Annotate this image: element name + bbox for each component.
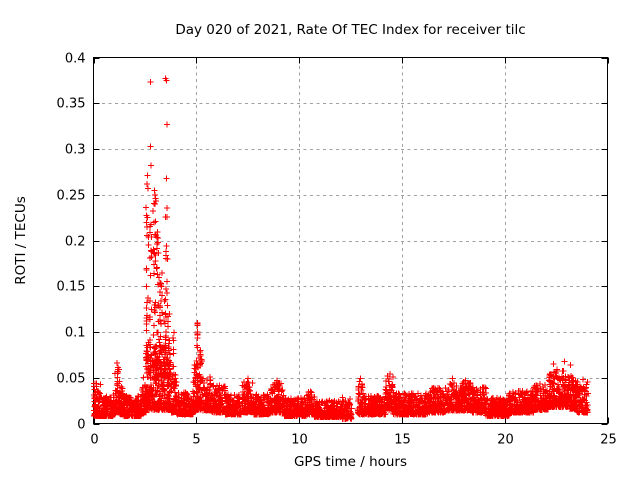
y-tick-label: 0.2 [65,235,86,250]
y-axis-label: ROTI / TECUs [13,196,29,284]
y-tick-label: 0.05 [57,372,86,387]
plot-frame [93,57,608,424]
y-tick-label: 0.25 [57,189,86,204]
y-tick-label: 0.15 [57,280,86,295]
x-tick-label: 5 [192,433,200,448]
x-tick-label: 0 [90,433,98,448]
axis-ticks [93,57,609,425]
y-tick-label: 0.35 [57,97,86,112]
tick-labels: 0 5 10 15 20 25 0 0.05 0.1 0.15 0.2 0.25 0.3 0.35 0.4 [57,52,617,448]
x-tick-label: 20 [497,433,514,448]
y-tick-label: 0.4 [65,52,86,67]
y-tick-label: 0.3 [65,143,86,158]
x-tick-label: 10 [291,433,308,448]
scatter-points [91,75,591,422]
y-tick-label: 0 [77,418,85,433]
x-tick-label: 15 [394,433,411,448]
x-axis-label: GPS time / hours [294,454,407,470]
y-tick-label: 0.1 [65,326,86,341]
gridlines [95,59,606,422]
x-tick-label: 25 [600,433,617,448]
chart-title: Day 020 of 2021, Rate Of TEC Index for r… [175,22,525,38]
